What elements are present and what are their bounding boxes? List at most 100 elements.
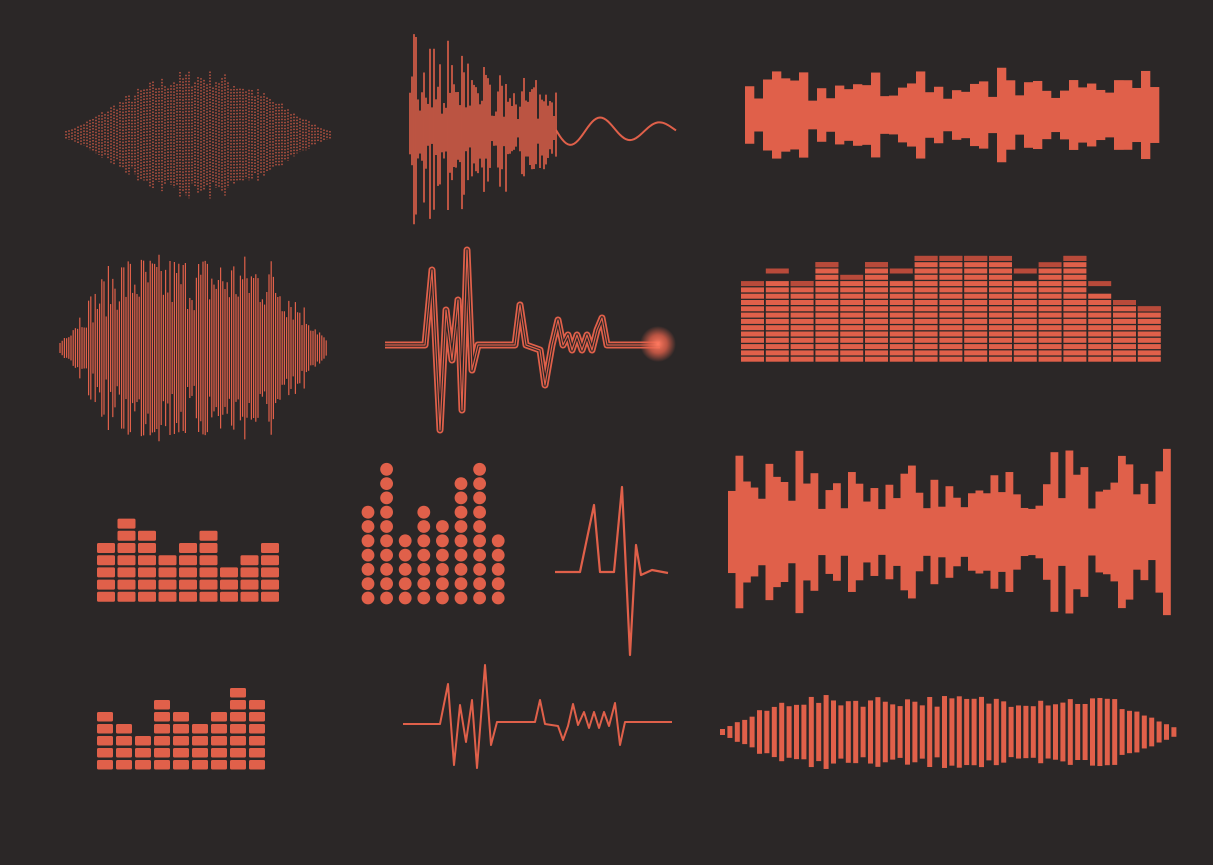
eq-segment — [840, 287, 864, 293]
eq-segment — [211, 736, 227, 746]
wave-bar — [943, 98, 953, 132]
eq-segment — [790, 344, 814, 350]
eq-segment — [116, 736, 132, 746]
eq-segment — [989, 356, 1012, 362]
eq-segment — [765, 331, 789, 337]
eq-segment — [154, 748, 170, 758]
eq-segment — [765, 287, 789, 293]
eq-segment — [1113, 318, 1136, 324]
eq-segment — [765, 312, 789, 318]
eq-segment — [1038, 312, 1062, 318]
eq-segment — [230, 748, 246, 758]
eq-segment — [964, 281, 988, 287]
eq-segment — [154, 712, 170, 722]
wave-bar — [1155, 471, 1164, 593]
eq-segment — [97, 748, 113, 758]
wave-bar — [1033, 80, 1043, 150]
wave-bar — [1088, 508, 1096, 556]
eq-segment — [97, 567, 115, 578]
wave-bar — [772, 71, 782, 159]
eq-segment — [741, 306, 764, 312]
eq-segment — [865, 300, 888, 305]
eq-segment — [989, 262, 1012, 268]
dotted-spindle-wave — [65, 71, 331, 199]
spindle-bar-wave — [720, 695, 1177, 769]
wave-bar — [1001, 701, 1007, 763]
eq-segment — [889, 300, 913, 305]
eq-segment — [1113, 337, 1136, 343]
eq-segment — [790, 350, 814, 356]
eq-segment — [889, 281, 913, 287]
eq-dot — [454, 520, 468, 533]
eq-segment — [1063, 350, 1087, 356]
eq-segment — [741, 337, 764, 343]
wave-bar — [801, 704, 807, 760]
eq-dot — [436, 534, 449, 548]
eq-segment — [765, 281, 789, 287]
eq-segment — [1137, 337, 1161, 343]
eq-segment — [1013, 337, 1037, 343]
wave-bar — [1118, 455, 1126, 609]
wave-bar — [1015, 95, 1025, 135]
eq-segment — [1137, 331, 1161, 337]
wave-bar — [983, 493, 991, 571]
wave-bar — [1038, 700, 1044, 764]
eq-segment — [154, 700, 170, 710]
eq-segment — [815, 268, 839, 274]
eq-segment — [1063, 281, 1087, 287]
wave-bar — [860, 706, 866, 758]
wave-bar — [764, 710, 770, 754]
wave-bar — [848, 472, 856, 592]
eq-dot — [473, 577, 486, 591]
eq-segment — [199, 555, 218, 566]
eq-segment — [261, 591, 279, 602]
eq-segment — [815, 356, 839, 362]
wave-bar — [754, 98, 764, 132]
eq-segment — [765, 293, 789, 299]
eq-segment — [964, 325, 988, 331]
eq-segment — [240, 567, 259, 578]
eq-segment — [889, 350, 913, 356]
wave-bar — [960, 507, 969, 557]
eq-segment — [815, 337, 839, 343]
eq-segment — [211, 724, 227, 734]
wave-bar — [870, 488, 879, 576]
eq-segment — [230, 736, 246, 746]
heartbeat — [555, 485, 669, 657]
eq-segment — [240, 579, 259, 590]
wave-bar — [808, 100, 818, 130]
wave-bar — [1114, 80, 1124, 150]
eq-segment — [1113, 344, 1136, 350]
eq-segment — [964, 268, 988, 274]
eq-segment — [865, 274, 888, 280]
eq-segment — [964, 293, 988, 299]
wave-bar — [970, 83, 980, 147]
eq-segment — [741, 312, 764, 318]
eq-segment — [1137, 344, 1161, 350]
wave-bar — [1067, 699, 1073, 765]
wave-bar — [757, 710, 762, 754]
eq-segment — [939, 287, 963, 293]
eq-dot — [361, 563, 375, 576]
eq-dot — [380, 563, 393, 576]
eq-segment — [939, 312, 963, 318]
wave-bar — [1013, 494, 1021, 570]
eq-segment — [138, 543, 156, 553]
wave-bar — [934, 86, 944, 144]
wave-bar — [863, 501, 871, 563]
wave-bar — [734, 722, 740, 742]
wave-bar — [790, 80, 800, 150]
wave-bar — [1024, 82, 1034, 148]
eq-dot — [473, 491, 486, 505]
eq-segment — [914, 356, 938, 362]
eq-segment — [1088, 337, 1112, 343]
wave-bar — [990, 475, 999, 589]
eq-segment — [964, 331, 988, 337]
eq-segment — [1013, 344, 1037, 350]
eq-segment — [116, 748, 132, 758]
eq-segment — [1063, 300, 1087, 305]
eq-segment — [179, 591, 197, 602]
wave-bar — [907, 83, 917, 147]
eq-segment — [964, 337, 988, 343]
decaying-spike-wave — [409, 34, 677, 225]
